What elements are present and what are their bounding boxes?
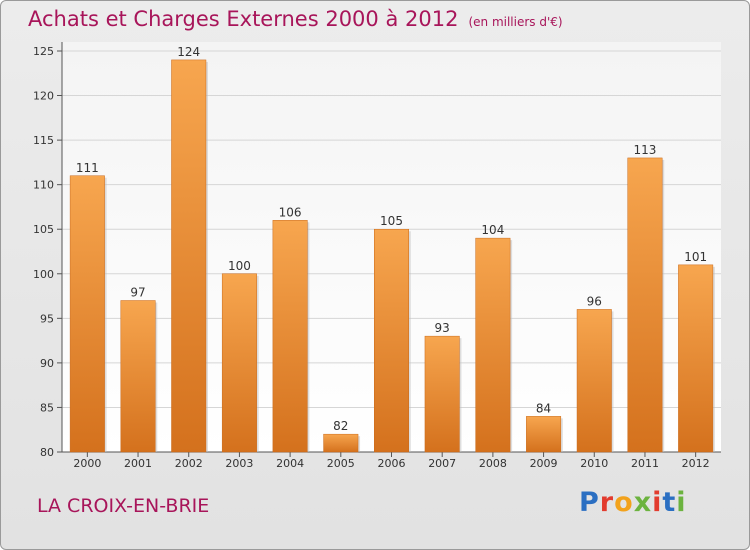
x-tick-labels: 2000 2001 2002 2003 2004 2005 2006 2007 2008 2009… bbox=[73, 457, 709, 470]
data-label: 97 bbox=[130, 286, 145, 300]
data-label: 105 bbox=[380, 214, 403, 228]
y-tick-label: 90 bbox=[40, 357, 54, 370]
y-tick-label: 105 bbox=[33, 223, 54, 236]
logo-letter: o bbox=[614, 487, 634, 518]
bar bbox=[69, 175, 105, 453]
place-name: LA CROIX-EN-BRIE bbox=[37, 495, 210, 517]
chart-subtitle: (en milliers d'€) bbox=[468, 15, 563, 29]
bar bbox=[323, 433, 359, 453]
x-tick-label: 2003 bbox=[225, 457, 253, 470]
x-tick-label: 2012 bbox=[682, 457, 710, 470]
y-tick-labels: 80 85 90 95 100 105 110 115 120 125 bbox=[33, 45, 54, 459]
bar bbox=[272, 220, 308, 453]
data-label: 96 bbox=[587, 294, 602, 308]
data-label: 111 bbox=[76, 161, 99, 175]
y-tick-label: 115 bbox=[33, 134, 54, 147]
logo-letter: t bbox=[662, 487, 677, 518]
data-label: 106 bbox=[279, 205, 302, 219]
data-label: 100 bbox=[228, 259, 251, 273]
bars bbox=[69, 59, 715, 453]
x-tick-label: 2005 bbox=[327, 457, 355, 470]
logo-letter: x bbox=[633, 487, 653, 518]
bar bbox=[171, 59, 207, 453]
bar bbox=[374, 228, 409, 453]
y-tick-label: 85 bbox=[40, 401, 54, 414]
y-tick-label: 80 bbox=[40, 446, 54, 459]
chart-title-text: Achats et Charges Externes 2000 à 2012 bbox=[28, 7, 459, 31]
x-tick-label: 2001 bbox=[124, 457, 152, 470]
x-tick-label: 2009 bbox=[530, 457, 558, 470]
bar bbox=[221, 273, 257, 453]
bar bbox=[576, 309, 612, 453]
data-label: 104 bbox=[481, 223, 504, 237]
x-tick-label: 2008 bbox=[479, 457, 507, 470]
y-tick-label: 110 bbox=[33, 179, 54, 192]
chart-title: Achats et Charges Externes 2000 à 2012 (e… bbox=[28, 7, 563, 31]
bar bbox=[475, 237, 511, 453]
x-tick-label: 2002 bbox=[175, 457, 203, 470]
logo-letter: i bbox=[676, 487, 687, 518]
bar bbox=[424, 335, 460, 453]
y-tick-label: 100 bbox=[33, 268, 54, 281]
bar bbox=[678, 264, 714, 453]
data-label: 113 bbox=[634, 143, 657, 157]
bar bbox=[120, 300, 156, 453]
data-label: 124 bbox=[177, 45, 200, 59]
bar bbox=[627, 157, 663, 453]
logo-letter: P bbox=[579, 487, 600, 518]
x-tick-label: 2006 bbox=[378, 457, 406, 470]
logo-letter: i bbox=[652, 487, 663, 518]
data-labels: 111 97 124 100 106 82 105 93 104 84 96 113 101 bbox=[76, 45, 707, 433]
x-tick-label: 2004 bbox=[276, 457, 304, 470]
y-tick-label: 120 bbox=[33, 90, 54, 103]
y-tick-label: 95 bbox=[40, 312, 54, 325]
bar bbox=[526, 416, 562, 453]
data-label: 82 bbox=[333, 419, 348, 433]
proxiti-logo: Proxiti bbox=[579, 487, 687, 518]
data-label: 84 bbox=[536, 401, 551, 415]
x-tick-label: 2007 bbox=[428, 457, 456, 470]
x-tick-label: 2011 bbox=[631, 457, 659, 470]
logo-letter: r bbox=[599, 487, 615, 518]
x-tick-label: 2010 bbox=[580, 457, 608, 470]
y-tick-label: 125 bbox=[33, 45, 54, 58]
data-label: 101 bbox=[684, 250, 707, 264]
data-label: 93 bbox=[435, 321, 450, 335]
x-tick-label: 2000 bbox=[73, 457, 101, 470]
